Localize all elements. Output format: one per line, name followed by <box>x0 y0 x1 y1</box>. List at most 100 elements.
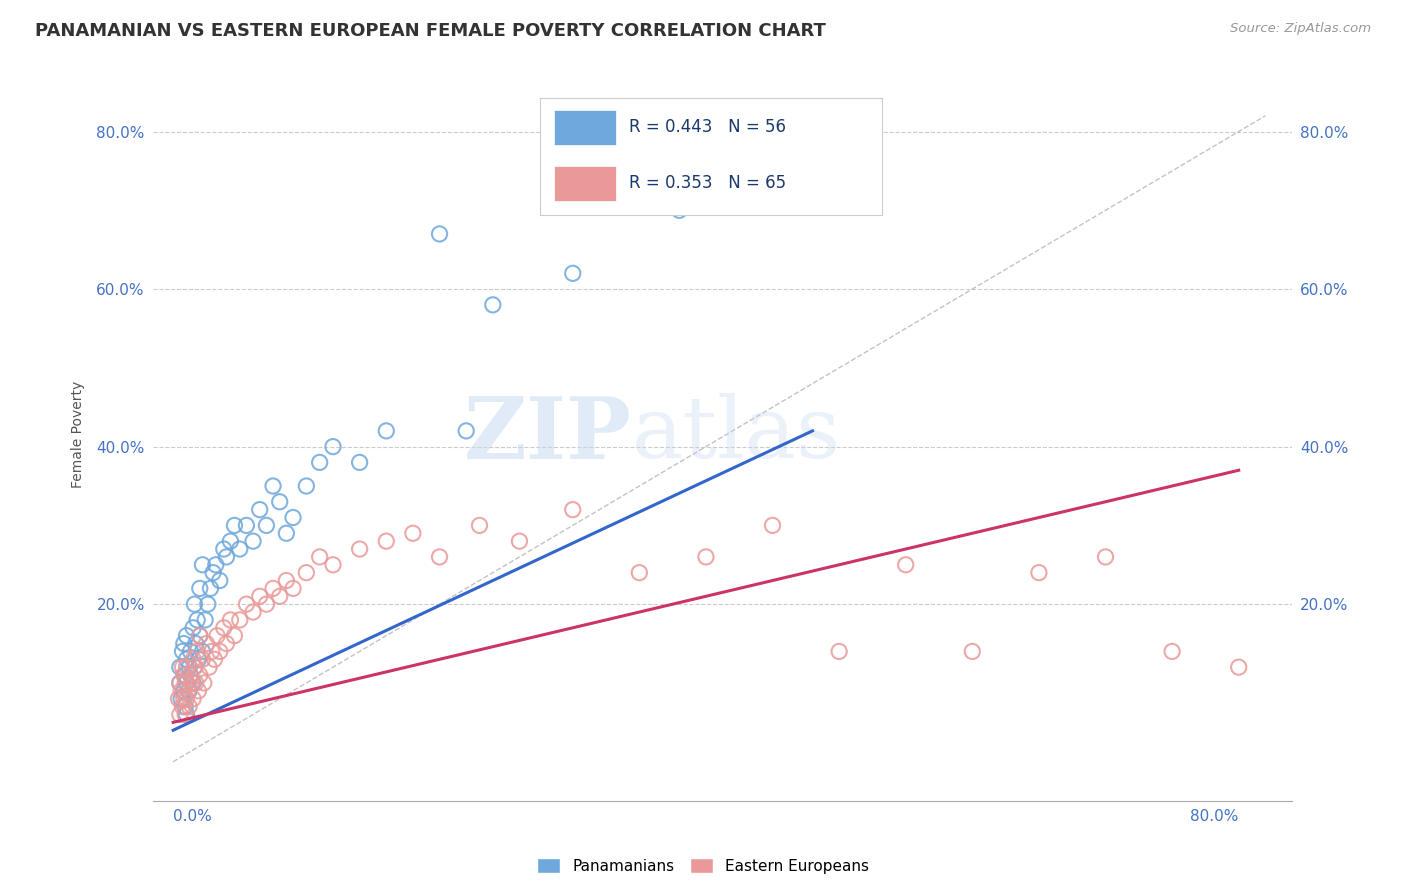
Point <box>179 668 201 682</box>
Point <box>188 629 211 643</box>
Point <box>181 652 204 666</box>
Point <box>204 558 226 572</box>
Point <box>186 644 208 658</box>
Point <box>179 660 201 674</box>
Point <box>1161 644 1184 658</box>
Point <box>349 455 371 469</box>
Point <box>828 644 851 658</box>
Point <box>179 668 201 682</box>
Point <box>695 549 717 564</box>
Point <box>308 549 330 564</box>
Point <box>184 676 207 690</box>
Point <box>174 699 197 714</box>
Point <box>456 424 478 438</box>
Text: Source: ZipAtlas.com: Source: ZipAtlas.com <box>1230 22 1371 36</box>
Point <box>1028 566 1050 580</box>
Point <box>322 558 344 572</box>
Point <box>429 549 451 564</box>
Point <box>179 644 201 658</box>
Point <box>188 582 211 596</box>
Point <box>276 526 298 541</box>
Point <box>169 707 191 722</box>
Point <box>205 629 228 643</box>
Point <box>561 502 583 516</box>
Point <box>262 479 284 493</box>
Point <box>170 683 193 698</box>
Point <box>281 510 304 524</box>
Point <box>172 699 194 714</box>
Point <box>191 644 214 658</box>
Point <box>229 541 252 556</box>
Point <box>204 652 226 666</box>
Point <box>200 582 222 596</box>
Point <box>262 582 284 596</box>
Point <box>242 605 264 619</box>
Point <box>281 582 304 596</box>
Point <box>191 558 214 572</box>
Point <box>179 683 201 698</box>
Point <box>894 558 917 572</box>
Point <box>187 683 209 698</box>
Point <box>269 495 291 509</box>
Point <box>269 589 291 603</box>
Point <box>276 574 298 588</box>
Point <box>181 621 204 635</box>
Point <box>482 298 505 312</box>
Point <box>249 589 271 603</box>
Point <box>508 534 530 549</box>
Point <box>172 660 194 674</box>
Text: 80.0%: 80.0% <box>1191 809 1239 824</box>
Point <box>219 613 242 627</box>
Point <box>197 597 219 611</box>
Legend: Panamanians, Eastern Europeans: Panamanians, Eastern Europeans <box>531 852 875 880</box>
Point <box>215 549 238 564</box>
Point <box>173 683 195 698</box>
Point <box>193 676 215 690</box>
Point <box>628 566 651 580</box>
Point <box>962 644 984 658</box>
Text: PANAMANIAN VS EASTERN EUROPEAN FEMALE POVERTY CORRELATION CHART: PANAMANIAN VS EASTERN EUROPEAN FEMALE PO… <box>35 22 827 40</box>
Text: 0.0%: 0.0% <box>173 809 212 824</box>
Point <box>180 676 202 690</box>
Point <box>195 636 218 650</box>
Point <box>176 629 198 643</box>
Point <box>212 541 235 556</box>
Point <box>295 566 318 580</box>
Point <box>208 644 231 658</box>
Point <box>254 597 277 611</box>
Point <box>176 652 198 666</box>
Point <box>181 676 204 690</box>
Point <box>219 534 242 549</box>
Point <box>235 597 257 611</box>
Point <box>208 574 231 588</box>
Point <box>194 613 217 627</box>
Point <box>174 676 197 690</box>
Point <box>224 518 246 533</box>
Point <box>202 566 225 580</box>
Point <box>242 534 264 549</box>
Text: ZIP: ZIP <box>464 392 631 477</box>
Point <box>349 541 371 556</box>
Point <box>322 440 344 454</box>
Point <box>169 676 191 690</box>
Point <box>295 479 318 493</box>
Point <box>173 691 195 706</box>
Point <box>177 683 200 698</box>
Point <box>176 707 198 722</box>
Point <box>188 668 211 682</box>
Point <box>229 613 252 627</box>
Point <box>761 518 783 533</box>
Point <box>176 660 198 674</box>
Point <box>201 644 224 658</box>
Point <box>188 629 211 643</box>
Point <box>1094 549 1116 564</box>
Point <box>184 636 207 650</box>
Point <box>173 668 195 682</box>
Point <box>183 597 205 611</box>
Point <box>215 636 238 650</box>
Point <box>1227 660 1250 674</box>
Point <box>172 644 194 658</box>
Point <box>183 660 205 674</box>
Point <box>308 455 330 469</box>
Point <box>174 668 197 682</box>
